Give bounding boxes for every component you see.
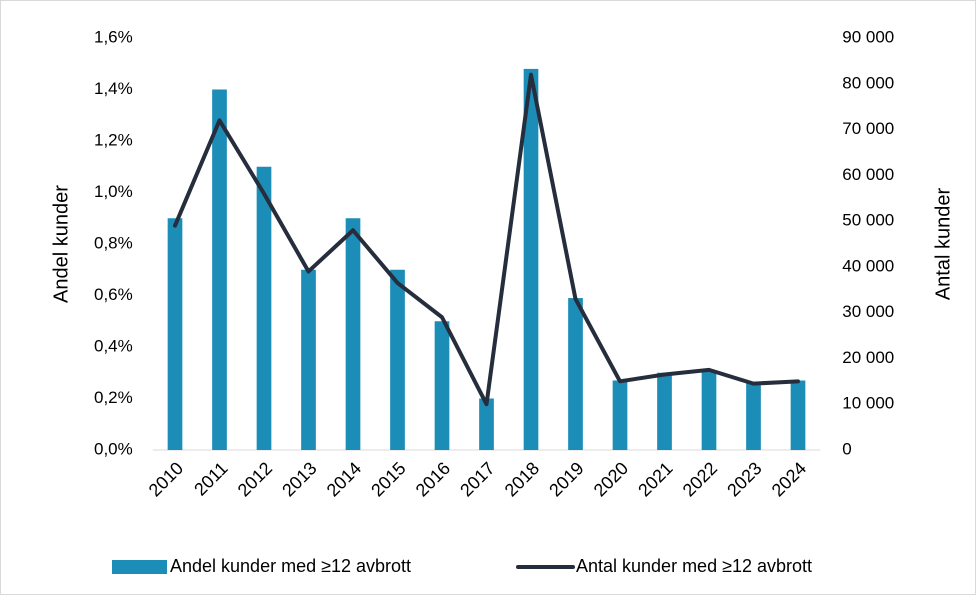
legend-swatch <box>112 560 167 574</box>
bar <box>523 68 539 451</box>
bar <box>657 372 672 450</box>
bar <box>701 370 717 450</box>
y-axis-label: Andel kunder <box>50 185 72 303</box>
y-tick-label: 1,0% <box>94 182 133 201</box>
legend-label: Andel kunder med ≥12 avbrott <box>170 556 411 576</box>
y2-tick-label: 80 000 <box>842 73 894 92</box>
bar <box>434 321 450 450</box>
bar <box>167 218 183 450</box>
y-tick-label: 0,6% <box>94 285 133 304</box>
bar <box>479 398 494 450</box>
line <box>173 72 800 407</box>
y2-tick-label: 50 000 <box>842 211 894 230</box>
y-tick-label: 0,2% <box>94 388 133 407</box>
y2-tick-label: 60 000 <box>842 165 894 184</box>
y-tick-label: 0,4% <box>94 336 133 355</box>
y-tick-label: 0,8% <box>94 233 133 252</box>
y-tick-label: 1,4% <box>94 79 133 98</box>
bar <box>568 298 583 450</box>
bar <box>301 269 316 450</box>
y-tick-label: 1,6% <box>94 27 133 46</box>
y2-tick-label: 70 000 <box>842 119 894 138</box>
y2-tick-label: 20 000 <box>842 348 894 367</box>
y2-tick-label: 90 000 <box>842 27 894 46</box>
y2-tick-label: 10 000 <box>842 394 894 413</box>
y2-tick-label: 30 000 <box>842 302 894 321</box>
bar <box>256 166 272 450</box>
bar <box>345 218 361 450</box>
bar <box>212 89 227 450</box>
y2-tick-label: 0 <box>842 439 851 458</box>
y2-tick-label: 40 000 <box>842 256 894 275</box>
bar <box>390 269 405 450</box>
bar <box>790 380 806 450</box>
y2-axis-label: Antal kunder <box>932 188 954 301</box>
legend-label: Antal kunder med ≥12 avbrott <box>576 556 812 576</box>
bar <box>746 383 761 450</box>
y-tick-label: 0,0% <box>94 439 133 458</box>
y-tick-label: 1,2% <box>94 130 133 149</box>
bar <box>612 380 628 450</box>
